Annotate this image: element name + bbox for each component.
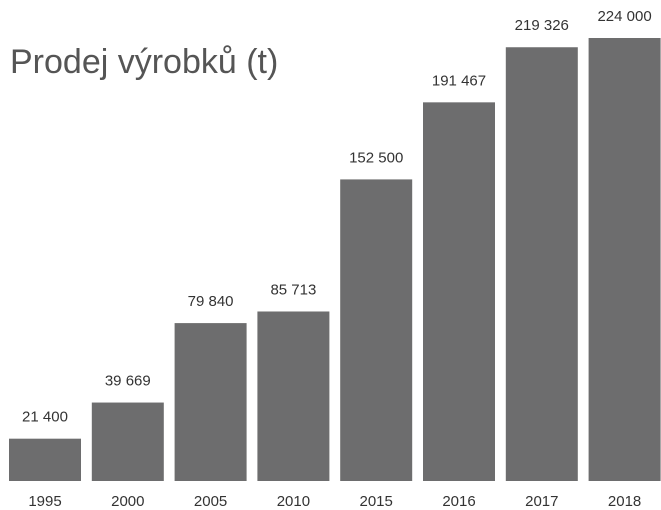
bar: [423, 102, 495, 481]
value-label: 191 467: [432, 72, 486, 89]
bar: [257, 311, 330, 481]
value-label: 224 000: [597, 8, 651, 25]
x-tick-label: 2017: [525, 493, 558, 510]
x-tick-label: 2005: [194, 493, 227, 510]
value-label: 152 500: [349, 149, 403, 166]
bar: [505, 47, 578, 481]
x-tick-label: 2000: [111, 493, 144, 510]
x-tick-label: 2018: [608, 493, 641, 510]
bar: [174, 323, 247, 481]
value-label: 21 400: [22, 409, 68, 426]
value-label: 79 840: [188, 293, 234, 310]
value-label: 219 326: [515, 17, 569, 34]
bar: [91, 402, 164, 481]
x-tick-label: 2010: [277, 493, 310, 510]
bar: [9, 438, 81, 481]
value-label: 39 669: [105, 373, 151, 390]
bar: [340, 179, 413, 481]
bar: [588, 38, 661, 481]
x-tick-label: 1995: [28, 493, 61, 510]
x-tick-label: 2015: [360, 493, 393, 510]
value-label: 85 713: [270, 281, 316, 298]
x-tick-label: 2016: [442, 493, 475, 510]
chart-title: Prodej výrobků (t): [10, 43, 278, 81]
